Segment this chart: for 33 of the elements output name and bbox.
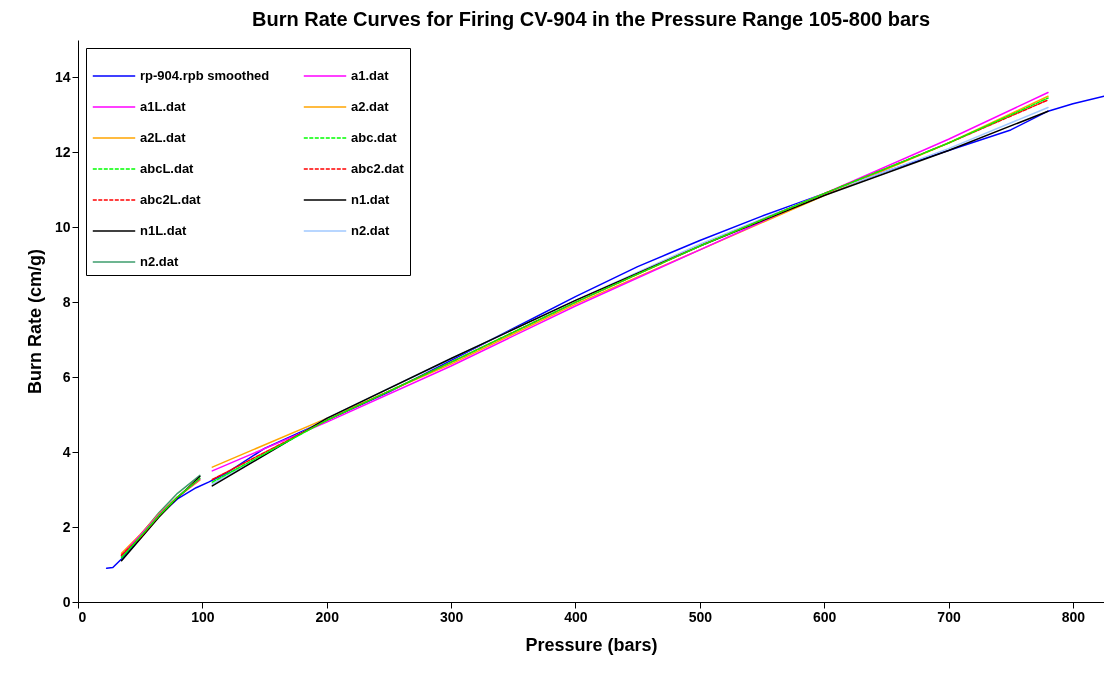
legend-label: n1.dat	[351, 192, 390, 207]
y-tick-label: 6	[62, 368, 71, 385]
y-tick-label: 12	[54, 143, 71, 160]
x-tick-label: 600	[813, 608, 837, 625]
chart-title: Burn Rate Curves for Firing CV-904 in the Pressure Range 105-800 bars	[251, 8, 931, 30]
legend-label: a1.dat	[351, 68, 390, 83]
legend-label: n2.dat	[140, 254, 179, 269]
y-tick-label: 0	[62, 593, 71, 610]
y-axis-title: Burn Rate (cm/g)	[24, 248, 45, 395]
legend-label: abc2L.dat	[140, 192, 202, 207]
x-tick-label: 400	[564, 608, 588, 625]
x-tick-label: 500	[688, 608, 713, 625]
y-tick-label: 10	[54, 218, 71, 235]
legend-label: abc.dat	[351, 130, 398, 145]
x-tick-label: 700	[937, 608, 961, 625]
legend-label: n1L.dat	[140, 223, 187, 238]
legend-label: abcL.dat	[140, 161, 195, 176]
y-tick-label: 8	[62, 293, 71, 310]
y-tick-label: 14	[54, 68, 71, 85]
x-tick-label: 100	[191, 608, 215, 625]
y-tick-label: 2	[62, 518, 71, 535]
y-tick-label: 4	[62, 443, 71, 460]
x-axis-title: Pressure (bars)	[525, 634, 658, 655]
legend-label: a2L.dat	[140, 130, 187, 145]
x-tick-label: 200	[315, 608, 340, 625]
legend-label: a2.dat	[351, 99, 390, 114]
legend-label: a1L.dat	[140, 99, 187, 114]
x-tick-label: 800	[1061, 608, 1086, 625]
x-tick-label: 300	[439, 608, 464, 625]
x-tick-label: 0	[78, 608, 87, 625]
legend-label: abc2.dat	[351, 161, 405, 176]
legend-label: n2.dat	[351, 223, 390, 238]
legend-label: rp-904.rpb smoothed	[140, 68, 270, 83]
